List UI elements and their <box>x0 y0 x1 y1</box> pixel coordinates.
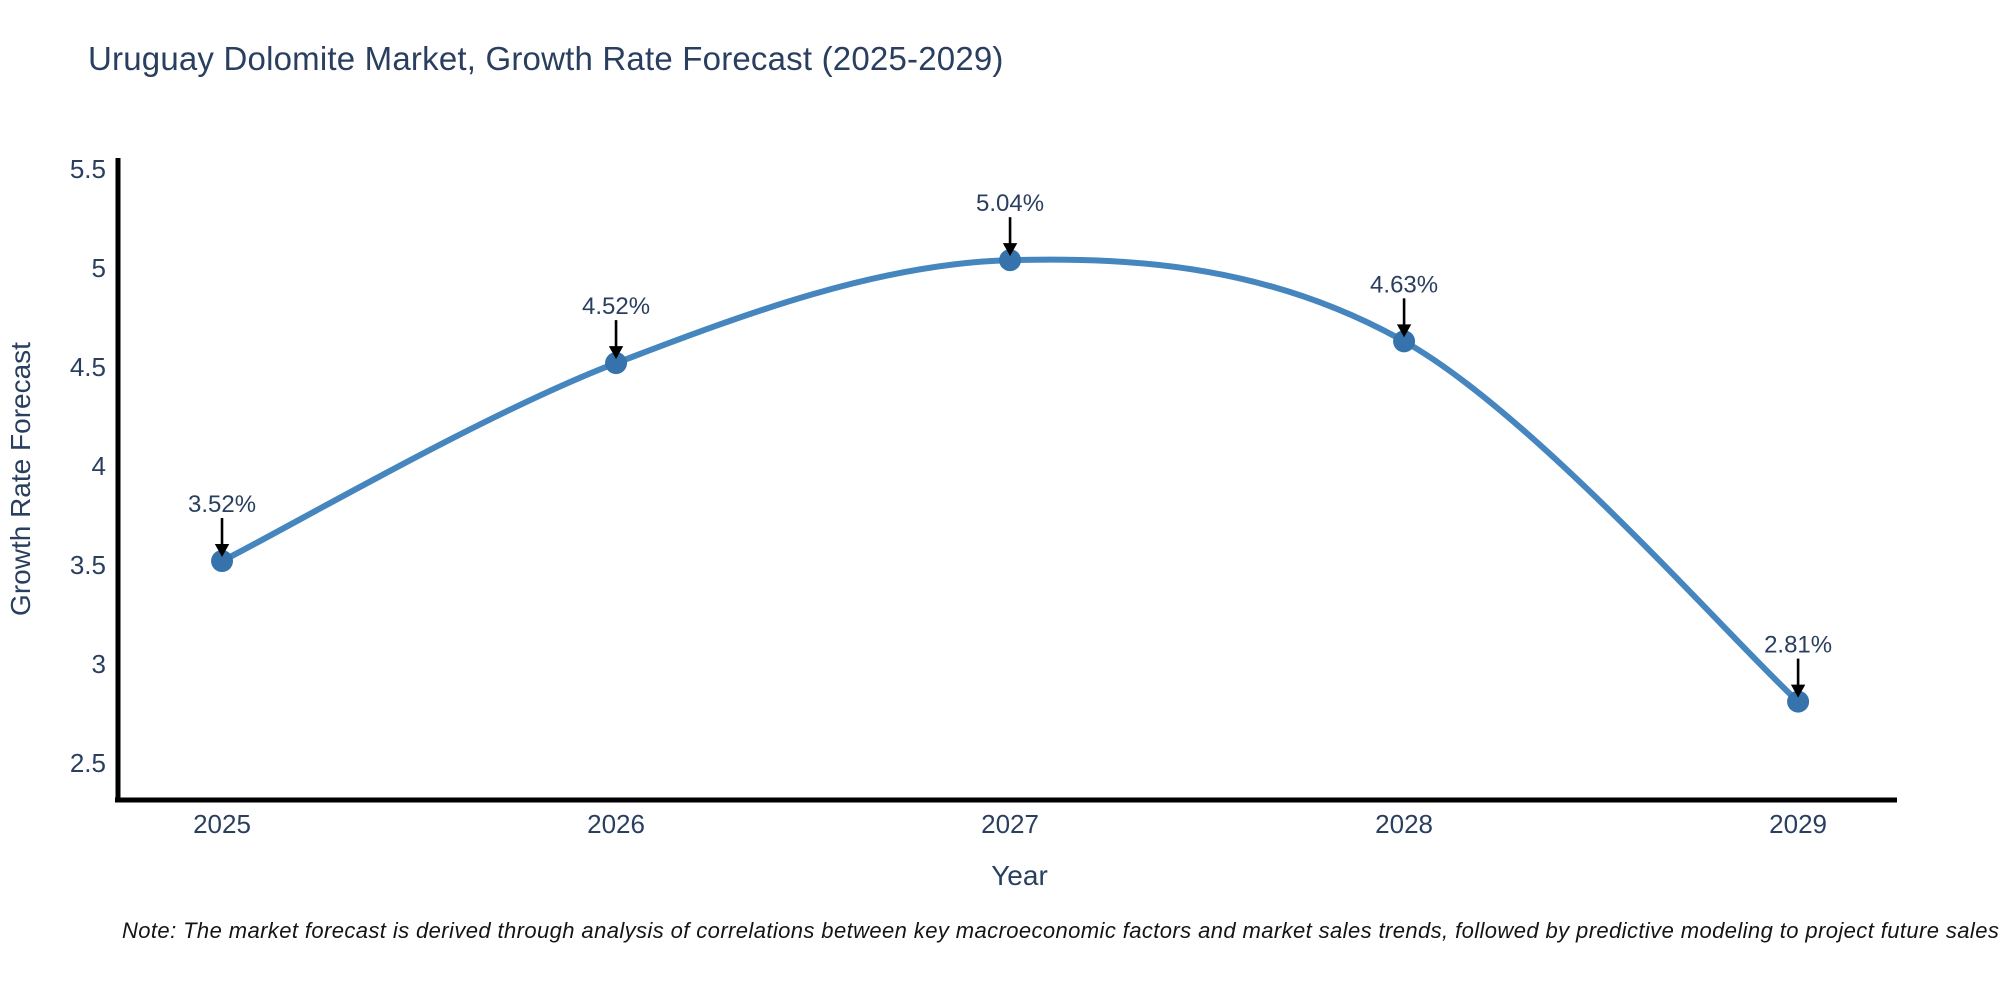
x-tick-label: 2026 <box>587 809 645 839</box>
chart-title: Uruguay Dolomite Market, Growth Rate For… <box>88 40 1004 77</box>
x-axis-title: Year <box>991 860 1048 891</box>
data-point-label: 2.81% <box>1764 632 1832 659</box>
data-point-marker <box>1787 690 1810 713</box>
y-tick-label: 5 <box>92 253 106 283</box>
annotation-arrow-head <box>608 346 624 360</box>
data-point-marker <box>605 352 628 375</box>
data-point-label: 4.52% <box>582 293 650 320</box>
annotation-arrow-head <box>1002 243 1018 257</box>
data-point-label: 5.04% <box>976 190 1044 217</box>
data-point-label: 4.63% <box>1370 271 1438 298</box>
data-point-marker <box>1393 330 1416 353</box>
y-tick-label: 4 <box>92 451 106 481</box>
footnote: Note: The market forecast is derived thr… <box>122 918 2000 943</box>
annotation-arrow-head <box>1790 684 1806 698</box>
y-tick-label: 2.5 <box>70 748 106 778</box>
x-tick-label: 2027 <box>981 809 1039 839</box>
data-point-marker <box>999 249 1022 272</box>
data-point-marker <box>211 550 234 573</box>
annotation-arrow-head <box>1396 324 1412 338</box>
x-tick-label: 2025 <box>193 809 251 839</box>
data-point-label: 3.52% <box>188 491 256 518</box>
y-tick-label: 5.5 <box>70 154 106 184</box>
x-tick-label: 2028 <box>1375 809 1433 839</box>
y-tick-label: 3.5 <box>70 550 106 580</box>
forecast-line <box>219 256 1802 705</box>
x-tick-label: 2029 <box>1769 809 1827 839</box>
y-tick-label: 3 <box>92 649 106 679</box>
y-tick-label: 4.5 <box>70 352 106 382</box>
y-axis-title: Growth Rate Forecast <box>5 342 36 616</box>
annotation-arrow-head <box>214 544 230 558</box>
